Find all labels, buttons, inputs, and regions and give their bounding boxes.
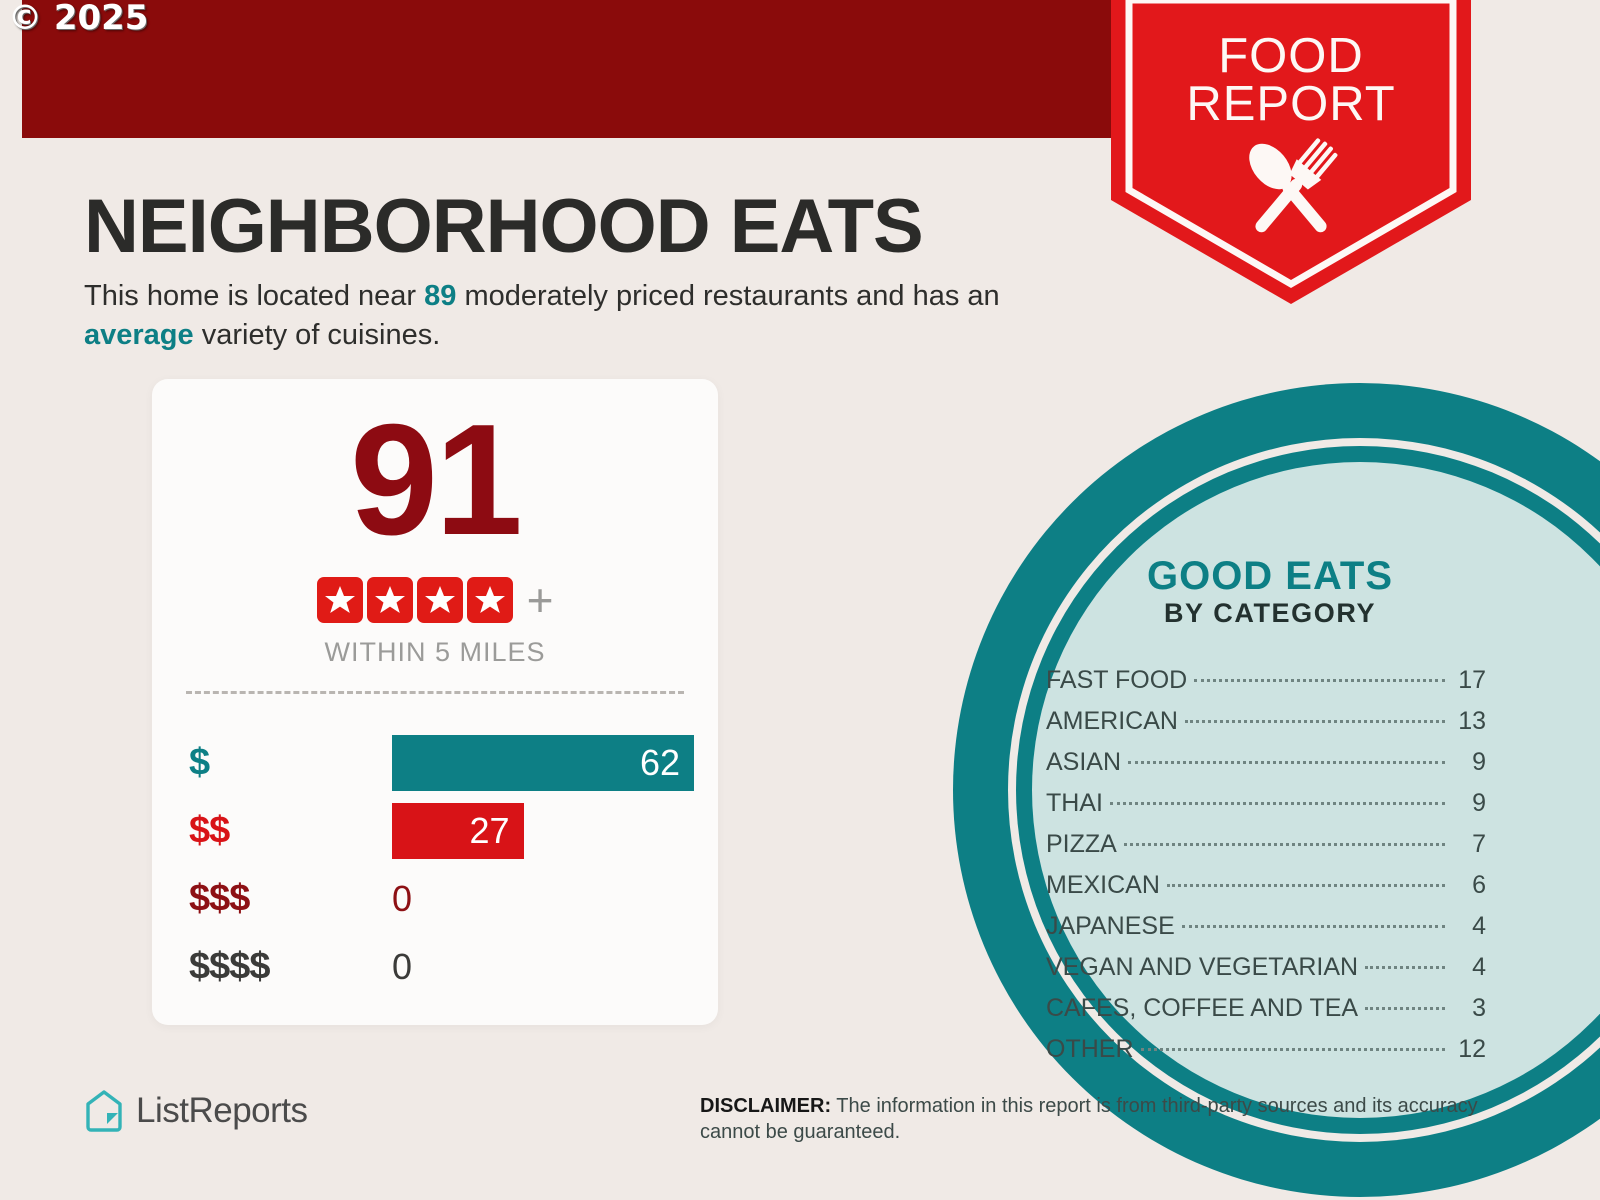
category-name: ASIAN — [1046, 748, 1122, 776]
category-name: CAFES, COFFEE AND TEA — [1046, 994, 1359, 1022]
category-name: FAST FOOD — [1046, 666, 1188, 694]
price-tier-bar: 62 — [392, 735, 694, 791]
category-row: PIZZA 7 — [1046, 824, 1486, 865]
leader-dots — [1365, 966, 1445, 969]
copyright-watermark: © 2025 — [8, 0, 149, 38]
price-tier-row: $$$ 0 — [152, 865, 718, 933]
badge-line1: FOOD — [1218, 29, 1364, 83]
good-eats-subtitle: BY CATEGORY — [1163, 598, 1377, 628]
page-subtitle: This home is located near 89 moderately … — [84, 277, 1084, 355]
address-header-bar — [22, 0, 1138, 138]
price-tier-label: $$$$ — [189, 945, 271, 988]
subtitle-part3: variety of cuisines. — [193, 318, 441, 351]
fork-and-spoon-icon — [1249, 138, 1338, 233]
price-tier-label: $ — [189, 741, 210, 784]
plus-sign: + — [526, 574, 554, 626]
listreports-wordmark: ListReports — [136, 1091, 308, 1130]
price-tier-value: 0 — [392, 946, 413, 987]
variety-rating: average — [84, 318, 194, 351]
category-row: JAPANESE 4 — [1046, 906, 1486, 947]
good-eats-title: GOOD EATS — [1146, 554, 1394, 598]
star-icon — [416, 577, 463, 623]
disclaimer-label: DISCLAIMER: — [700, 1095, 832, 1117]
category-row: MEXICAN 6 — [1046, 865, 1486, 906]
price-tier-chart: $62 $$ 27 $$$ 0 $$$$ 0 — [152, 729, 718, 1001]
subtitle-part1: This home is located near — [84, 280, 425, 312]
leader-dots — [1184, 720, 1445, 723]
category-count: 7 — [1472, 830, 1486, 858]
listreports-mark-icon — [86, 1090, 122, 1132]
leader-dots — [1365, 1007, 1445, 1010]
category-row: CAFES, COFFEE AND TEA 3 — [1046, 988, 1486, 1029]
category-name: MEXICAN — [1046, 871, 1160, 899]
leader-dots — [1166, 884, 1445, 887]
disclaimer-text: The information in this report is from t… — [700, 1095, 1478, 1144]
listreports-logo[interactable]: ListReports — [84, 1089, 308, 1133]
leader-dots — [1181, 925, 1445, 928]
category-row: VEGAN AND VEGETARIAN 4 — [1046, 947, 1486, 988]
price-tier-label: $$ — [189, 809, 230, 852]
star-icon — [466, 577, 513, 623]
food-score: 91 — [350, 392, 523, 568]
category-name: THAI — [1046, 789, 1103, 817]
price-tier-row: $62 — [152, 729, 718, 797]
price-tier-row: $$ 27 — [152, 797, 718, 865]
category-name: OTHER — [1046, 1035, 1134, 1063]
category-count: 6 — [1472, 871, 1486, 899]
star-rating: + — [152, 577, 718, 623]
leader-dots — [1194, 679, 1445, 682]
category-count: 12 — [1458, 1035, 1486, 1063]
category-count: 9 — [1472, 748, 1486, 776]
category-count: 17 — [1458, 666, 1486, 694]
category-row: THAI 9 — [1046, 783, 1486, 824]
star-icon — [316, 577, 363, 623]
price-tier-value: 0 — [392, 878, 413, 919]
page-title: NEIGHBORHOOD EATS — [84, 184, 924, 269]
category-name: AMERICAN — [1046, 707, 1178, 735]
leader-dots — [1140, 1048, 1445, 1051]
food-report-badge: FOOD REPORT — [1111, 0, 1471, 304]
leader-dots — [1123, 843, 1445, 846]
badge-line2: REPORT — [1186, 77, 1395, 131]
restaurant-count: 89 — [424, 280, 457, 312]
leader-dots — [1109, 802, 1445, 805]
category-row: AMERICAN 13 — [1046, 701, 1486, 742]
category-name: PIZZA — [1046, 830, 1117, 858]
score-card: 91 + WITHIN 5 MILES $62 $$ 27 $$$ 0 $$$$ 0 — [152, 379, 718, 1025]
category-count: 4 — [1472, 912, 1486, 940]
leader-dots — [1128, 761, 1445, 764]
category-count: 9 — [1472, 789, 1486, 817]
category-list: FAST FOOD 17 AMERICAN 13 ASIAN 9 THAI 9 PIZZA 7 ME… — [1046, 660, 1486, 1070]
price-tier-row: $$$$ 0 — [152, 933, 718, 1001]
category-count: 3 — [1472, 994, 1486, 1022]
category-count: 13 — [1458, 707, 1486, 735]
category-row: FAST FOOD 17 — [1046, 660, 1486, 701]
price-tier-bar: 27 — [392, 803, 524, 859]
category-row: ASIAN 9 — [1046, 742, 1486, 783]
card-divider — [186, 691, 684, 694]
star-icon — [366, 577, 413, 623]
category-name: VEGAN AND VEGETARIAN — [1046, 953, 1359, 981]
category-count: 4 — [1472, 953, 1486, 981]
subtitle-part2: moderately priced restaurants and has an — [456, 280, 1000, 312]
disclaimer: DISCLAIMER: The information in this repo… — [700, 1093, 1500, 1146]
price-tier-label: $$$ — [189, 877, 250, 920]
price-tier-value: 62 — [639, 742, 680, 783]
category-row: OTHER 12 — [1046, 1029, 1486, 1070]
radius-label: WITHIN 5 MILES — [324, 637, 546, 667]
category-name: JAPANESE — [1046, 912, 1175, 940]
price-tier-value: 27 — [469, 810, 510, 851]
